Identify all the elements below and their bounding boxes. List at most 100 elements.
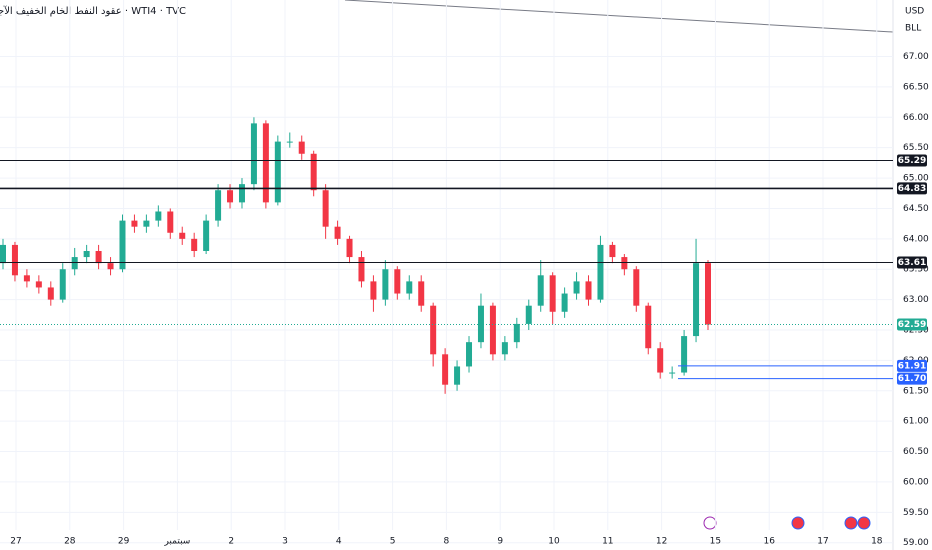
price-label-box (897, 372, 927, 385)
candle-body (681, 336, 688, 373)
candle-body (525, 305, 532, 324)
y-tick-label: 63.50 (903, 265, 929, 275)
y-tick-label: 66.50 (903, 82, 929, 92)
last-price-box (897, 318, 927, 331)
price-label-box (897, 359, 927, 372)
candle-body (59, 269, 66, 300)
candle-body (83, 250, 90, 258)
candle-body (621, 257, 628, 270)
candle-body (47, 287, 54, 300)
candle-body (657, 348, 664, 373)
unit: BLL (905, 24, 921, 34)
candle-body (669, 372, 676, 374)
candle-body (430, 305, 437, 355)
candle-body (23, 275, 30, 282)
candle-body (250, 123, 257, 185)
y-tick-label: 59.50 (903, 508, 929, 518)
candle-body (131, 220, 138, 227)
event-icons (703, 516, 871, 530)
candle-body (298, 141, 305, 154)
candle-body (179, 232, 186, 239)
candle-body (382, 269, 389, 300)
y-tick-label: 61.50 (903, 386, 929, 396)
candle-body (155, 211, 162, 221)
event-icon (844, 516, 858, 530)
candle-body (310, 153, 317, 191)
x-tick-label: 28 (64, 537, 76, 547)
candle-body (418, 281, 425, 306)
candle-body (406, 281, 413, 294)
x-tick-label: سبتمبر (163, 537, 190, 547)
candle-body (489, 305, 496, 355)
y-tick-label: 65.00 (903, 174, 929, 184)
price-label: 61.70 (898, 374, 926, 384)
candle-body (573, 281, 580, 294)
candle-body (442, 354, 449, 385)
x-tick-label: 2 (228, 537, 234, 547)
candle-body (358, 257, 365, 282)
x-tick-label: 12 (656, 537, 667, 547)
price-label-box (897, 154, 927, 167)
x-tick-label: 27 (10, 537, 21, 547)
candle-body (0, 244, 6, 264)
candle-body (609, 244, 616, 258)
candle-body (286, 141, 293, 143)
y-tick-label: 64.50 (903, 204, 929, 214)
candle-body (370, 281, 377, 300)
candle-body (645, 305, 652, 349)
candle-body (501, 342, 508, 355)
x-tick-label: 9 (497, 537, 503, 547)
candle-body (119, 220, 126, 270)
chart-title: عقود النفط الخام الخفيف الآجلة المستمرة … (0, 5, 186, 17)
candle-body (693, 263, 700, 337)
currency: USD (905, 7, 924, 17)
candle-body (191, 238, 198, 251)
x-tick-label: 5 (390, 537, 396, 547)
price-label: 65.29 (898, 156, 926, 166)
y-tick-label: 60.50 (903, 447, 929, 457)
candle-body (238, 184, 245, 203)
candle-body (107, 263, 114, 270)
candle-body (585, 281, 592, 300)
candle-body (71, 257, 78, 270)
candle-body (95, 250, 102, 264)
y-tick-label: 60.00 (903, 477, 929, 487)
candle-body (454, 366, 461, 385)
price-label-box (897, 182, 927, 195)
y-tick-label: 61.00 (903, 417, 929, 427)
x-tick-label: 29 (118, 537, 130, 547)
candle-body (394, 269, 401, 294)
candle-body (477, 305, 484, 343)
x-tick-label: 8 (444, 537, 450, 547)
candle-body (215, 190, 222, 221)
price-label: 64.83 (898, 184, 926, 194)
x-tick-label: 16 (763, 537, 775, 547)
event-icon (857, 516, 871, 530)
x-tick-label: 15 (710, 537, 721, 547)
x-tick-label: 17 (817, 537, 828, 547)
candle-body (167, 211, 174, 233)
candle-body (262, 123, 269, 203)
candle-body (274, 141, 281, 203)
y-tick-label: 65.50 (903, 143, 929, 153)
candle-body (466, 342, 473, 367)
x-tick-label: 18 (871, 537, 883, 547)
candle-body (513, 323, 520, 343)
candle-body (561, 293, 568, 312)
x-tick-label: 10 (548, 537, 560, 547)
candle-body (597, 244, 604, 300)
candle-body (334, 226, 341, 239)
y-tick-label: 64.00 (903, 234, 929, 244)
trend-line (344, 0, 894, 33)
candle-body (549, 275, 556, 312)
candle-body (203, 220, 210, 251)
x-tick-label: 4 (336, 537, 342, 547)
candle-body (227, 190, 234, 203)
y-tick-label: 66.00 (903, 113, 929, 123)
candle-body (143, 220, 150, 227)
event-icon (791, 516, 805, 530)
candle-body (537, 275, 544, 306)
price-label: 63.61 (898, 258, 926, 268)
candle-body (705, 263, 711, 325)
